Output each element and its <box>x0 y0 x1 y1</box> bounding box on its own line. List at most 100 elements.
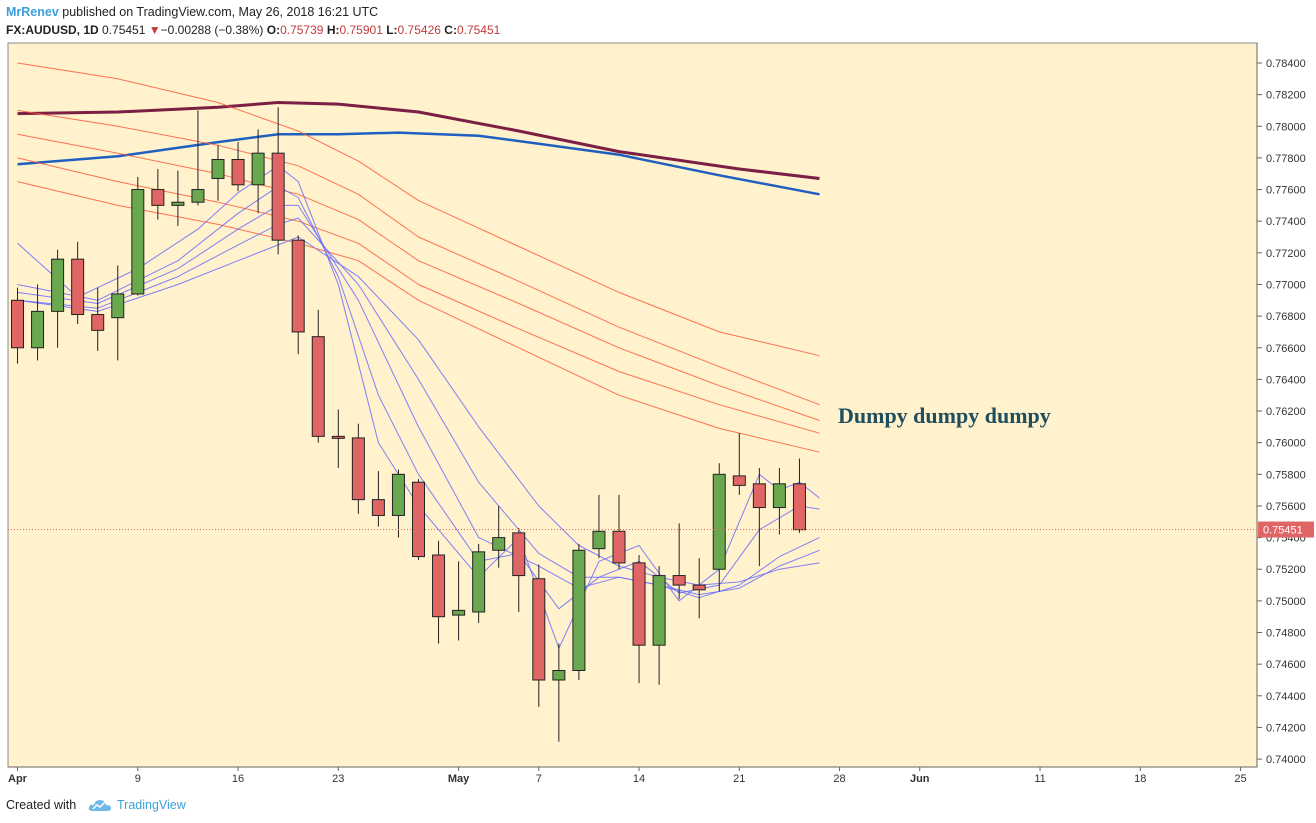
candle-10 <box>191 110 205 206</box>
candle-3 <box>51 249 65 348</box>
tradingview-cloud-icon[interactable] <box>88 797 112 813</box>
low-value: 0.75426 <box>397 23 441 37</box>
ma-line-10 <box>17 204 820 599</box>
candle-37 <box>732 433 746 495</box>
publish-line: MrRenev published on TradingView.com, Ma… <box>6 5 378 19</box>
time-tick-label: 18 <box>1134 773 1146 785</box>
candle-32 <box>632 555 646 684</box>
price-tick-label: 0.78200 <box>1266 90 1306 102</box>
candle-body <box>752 483 766 509</box>
candle-body <box>592 530 606 550</box>
candle-33 <box>652 566 666 685</box>
candle-body <box>231 158 245 186</box>
price-tick-label: 0.77600 <box>1266 185 1306 197</box>
symbol-label[interactable]: FX:AUDUSD, 1D <box>6 23 99 37</box>
price-chart[interactable]: 0.78400 0.78200 0.78000 0.77800 0.77600 0.774… <box>0 0 1316 790</box>
price-tick-label: 0.77800 <box>1266 153 1306 165</box>
candle-24 <box>472 543 486 624</box>
time-tick-label: Jun <box>910 773 930 785</box>
price-tick-label: 0.74800 <box>1266 628 1306 640</box>
ma-line-7 <box>17 62 820 357</box>
candle-body <box>632 562 646 646</box>
price-axis[interactable] <box>1257 43 1316 767</box>
candle-body <box>432 554 446 618</box>
price-tick-label: 0.74200 <box>1266 722 1306 734</box>
plot-area[interactable] <box>7 42 1258 768</box>
candle-body <box>612 530 626 564</box>
chart-header: MrRenev published on TradingView.com, Ma… <box>0 0 1316 42</box>
candle-body <box>532 578 546 681</box>
candle-body <box>131 189 145 295</box>
price-tick-label: 0.75200 <box>1266 564 1306 576</box>
time-tick-label: 28 <box>833 773 845 785</box>
price-tick-label: 0.75000 <box>1266 596 1306 608</box>
candle-28 <box>552 643 566 742</box>
candle-body <box>191 189 205 203</box>
price-tick-label: 0.75800 <box>1266 469 1306 481</box>
candle-body <box>692 584 706 591</box>
time-axis[interactable] <box>8 767 1257 790</box>
candle-body <box>391 473 405 516</box>
candle-body <box>11 299 24 349</box>
annotation-text: Dumpy dumpy dumpy <box>838 403 1051 428</box>
candle-26 <box>512 528 526 612</box>
candle-21 <box>412 479 425 560</box>
candle-body <box>552 669 566 681</box>
time-tick-label: 23 <box>332 773 344 785</box>
time-axis-ticks: Apr 9 16 23 May 7 14 21 28 Jun 11 18 25 <box>8 767 1247 785</box>
candle-body <box>331 435 345 439</box>
candle-body <box>652 575 666 646</box>
close-value: 0.75451 <box>456 23 501 37</box>
price-tick-label: 0.78000 <box>1266 121 1306 133</box>
candle-body <box>371 499 385 516</box>
tradingview-brand[interactable]: TradingView <box>117 798 186 812</box>
candle-34 <box>672 523 686 600</box>
candle-39 <box>772 467 786 535</box>
low-label: L: <box>386 23 398 37</box>
candle-38 <box>752 467 766 567</box>
candle-22 <box>432 540 446 644</box>
ma-line-3 <box>17 181 820 453</box>
candle-20 <box>391 469 405 538</box>
candle-body <box>71 258 85 316</box>
candle-18 <box>351 423 365 514</box>
candle-body <box>452 609 466 616</box>
price-tick-label: 0.74000 <box>1266 754 1306 766</box>
price-tick-label: 0.78400 <box>1266 58 1306 70</box>
candle-body <box>151 189 165 206</box>
candle-1 <box>11 287 24 364</box>
ma-line-1 <box>17 101 820 180</box>
ma-line-5 <box>17 133 820 421</box>
author-link[interactable]: MrRenev <box>6 5 59 19</box>
price-axis-ticks: 0.78400 0.78200 0.78000 0.77800 0.77600 0.774… <box>1257 58 1314 766</box>
candle-30 <box>592 494 606 559</box>
candle-body <box>732 475 746 486</box>
time-tick-label: 25 <box>1234 773 1246 785</box>
candle-25 <box>492 505 506 568</box>
candle-body <box>31 310 45 349</box>
published-text: published on TradingView.com, May 26, 20… <box>62 5 379 19</box>
candle-14 <box>271 107 285 255</box>
candle-body <box>472 551 486 613</box>
price-tick-label: 0.77000 <box>1266 279 1306 291</box>
candle-40 <box>792 458 806 533</box>
candle-body <box>211 158 225 179</box>
price-tick-label: 0.75600 <box>1266 501 1306 513</box>
candle-body <box>792 483 806 531</box>
candle-body <box>51 258 65 312</box>
price-tick-label: 0.77400 <box>1266 216 1306 228</box>
candle-4 <box>71 241 85 325</box>
candle-17 <box>331 409 345 468</box>
ohlc-line: FX:AUDUSD, 1D 0.75451 ▼−0.00288 (−0.38%)… <box>6 23 500 37</box>
candle-8 <box>151 168 165 220</box>
price-tick-label: 0.76400 <box>1266 374 1306 386</box>
candle-body <box>91 314 105 331</box>
high-label: H: <box>326 23 340 37</box>
price-tick-label: 0.76200 <box>1266 406 1306 418</box>
candle-body <box>772 483 786 509</box>
last-price-badge: 0.75451 <box>1258 521 1314 538</box>
candle-5 <box>91 287 105 351</box>
candle-body <box>412 481 425 558</box>
candle-9 <box>171 170 185 226</box>
time-tick-label: 11 <box>1034 773 1045 785</box>
